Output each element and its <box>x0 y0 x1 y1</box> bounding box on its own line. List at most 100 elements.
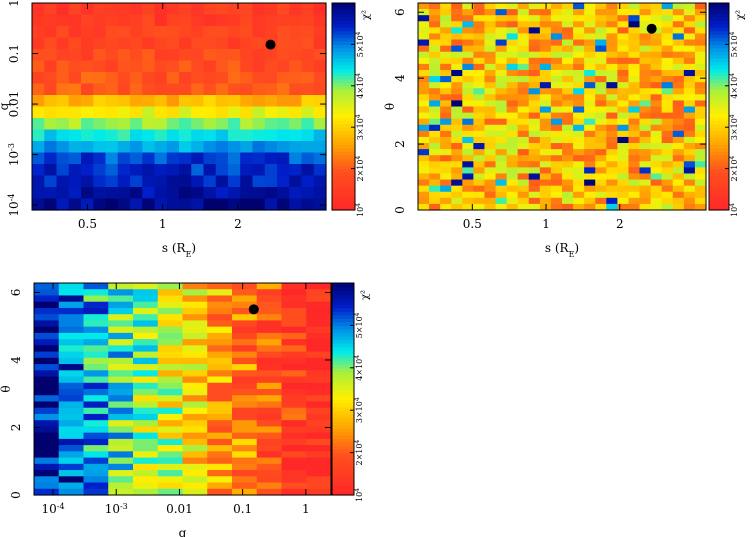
heatmap-cell <box>44 187 58 200</box>
heatmap-cell <box>606 3 618 10</box>
heatmap-cell <box>628 161 641 168</box>
heatmap-cell <box>429 51 441 59</box>
heatmap-cell <box>81 3 94 16</box>
heatmap-cell <box>617 155 630 162</box>
heatmap-cell <box>528 88 541 95</box>
heatmap-cell <box>440 143 452 150</box>
heatmap-cell <box>683 143 696 150</box>
colorbar-strip <box>332 431 354 436</box>
heatmap-cell <box>306 320 332 328</box>
colorbar-strip <box>709 99 729 104</box>
heatmap-cell <box>93 118 107 131</box>
heatmap-cell <box>606 33 618 41</box>
heatmap-cell <box>289 37 303 50</box>
heatmap-cell <box>252 26 266 39</box>
heatmap-cell <box>562 63 574 71</box>
heatmap-cell <box>34 470 60 477</box>
heatmap-cell <box>93 198 107 211</box>
heatmap-cell <box>451 82 463 89</box>
heatmap-cell <box>617 130 630 138</box>
heatmap-cell <box>539 124 552 132</box>
heatmap-cell <box>281 488 307 496</box>
colorbar-strip <box>709 192 729 197</box>
heatmap-cell <box>506 45 519 53</box>
heatmap-cell <box>462 76 474 83</box>
heatmap-cell <box>495 63 508 71</box>
heatmap-cell <box>281 476 307 484</box>
heatmap-cell <box>133 451 159 459</box>
heatmap-cell <box>264 95 278 108</box>
heatmap-cell <box>228 175 241 188</box>
heatmap-cell <box>550 161 563 168</box>
heatmap-cell <box>58 426 85 434</box>
heatmap-cell <box>672 106 685 114</box>
heatmap-cell <box>440 112 452 120</box>
heatmap-cell <box>252 152 266 165</box>
colorbar-strip <box>332 449 354 454</box>
heatmap-cell <box>606 63 618 71</box>
heatmap-cell <box>683 45 696 53</box>
heatmap-cell <box>694 112 707 120</box>
heatmap-cell <box>440 51 452 59</box>
heatmap-cell <box>661 161 674 168</box>
heatmap-cell <box>179 152 192 165</box>
heatmap-cell <box>44 26 58 39</box>
heatmap-cell <box>683 21 696 28</box>
heatmap-cell <box>58 457 85 465</box>
heatmap-cell <box>639 106 652 114</box>
heatmap-cell <box>301 118 315 131</box>
heatmap-cell <box>105 83 119 96</box>
heatmap-cell <box>451 3 463 10</box>
heatmap-cell <box>93 95 107 108</box>
heatmap-cell <box>628 112 641 120</box>
y-axis-label: q <box>0 102 11 110</box>
heatmap-cell <box>550 197 563 205</box>
heatmap-cell <box>108 357 134 365</box>
heatmap-cell <box>83 389 109 396</box>
heatmap-cell <box>562 57 574 65</box>
heatmap-cell <box>473 33 486 41</box>
colorbar-strip <box>332 65 355 70</box>
heatmap-cell <box>68 106 82 119</box>
colorbar-strip <box>332 286 354 291</box>
heatmap-cell <box>418 143 430 150</box>
heatmap-cell <box>628 88 641 95</box>
colorbar-strip <box>332 9 355 14</box>
colorbar-strip <box>332 357 354 362</box>
heatmap-cell <box>93 83 107 96</box>
heatmap-cell <box>93 175 107 188</box>
heatmap-cell <box>506 21 519 28</box>
heatmap-cell <box>179 83 192 96</box>
heatmap-cell <box>34 289 60 297</box>
heatmap-cell <box>232 401 258 409</box>
heatmap-cell <box>203 3 217 16</box>
heatmap-cell <box>584 173 596 181</box>
heatmap-cell <box>573 173 585 181</box>
heatmap-cell <box>83 289 109 297</box>
heatmap-cell <box>142 60 156 73</box>
y-tick-label: 6 <box>9 289 23 297</box>
heatmap-cell <box>628 45 641 53</box>
heatmap-cell <box>58 413 85 421</box>
heatmap-cell <box>130 26 143 39</box>
heatmap-cell <box>142 187 156 200</box>
heatmap-cell <box>528 76 541 83</box>
heatmap-cell <box>203 49 217 62</box>
heatmap-cell <box>595 118 607 126</box>
heatmap-cell <box>462 179 474 187</box>
heatmap-cell <box>301 26 315 39</box>
heatmap-cell <box>232 289 258 297</box>
heatmap-cell <box>440 21 452 28</box>
heatmap-cell <box>506 124 519 132</box>
heatmap-cell <box>661 15 674 22</box>
heatmap-cell <box>108 314 134 322</box>
heatmap-cell <box>306 301 332 309</box>
heatmap-cell <box>182 463 208 471</box>
heatmap-cell <box>595 179 607 187</box>
colorbar-strip <box>332 300 354 305</box>
heatmap-cell <box>484 3 497 10</box>
x-tick-label: 0.01 <box>166 502 193 516</box>
heatmap-cell <box>418 136 430 144</box>
heatmap-cell <box>429 197 441 205</box>
heatmap-cell <box>462 173 474 181</box>
